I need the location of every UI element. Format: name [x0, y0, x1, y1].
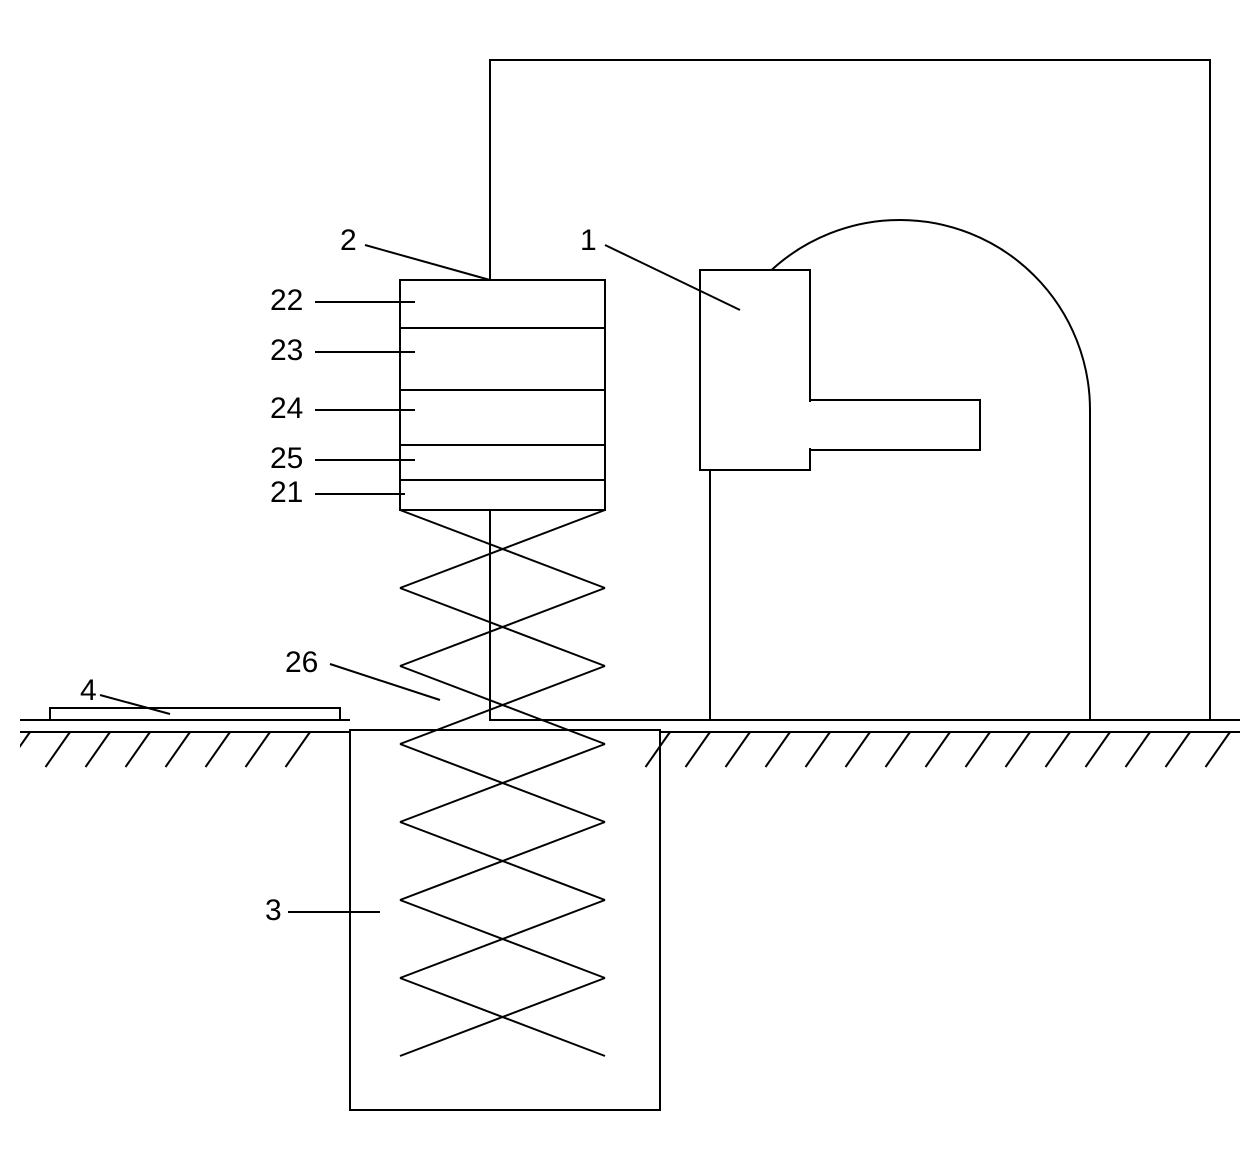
- svg-text:3: 3: [265, 894, 282, 927]
- svg-text:1: 1: [580, 224, 597, 257]
- svg-text:22: 22: [270, 284, 303, 317]
- svg-text:25: 25: [270, 442, 303, 475]
- svg-text:4: 4: [80, 674, 97, 707]
- svg-text:24: 24: [270, 392, 303, 425]
- svg-text:26: 26: [285, 646, 318, 679]
- technical-diagram: 2122232425212643: [20, 20, 1240, 1142]
- svg-text:21: 21: [270, 476, 303, 509]
- svg-text:23: 23: [270, 334, 303, 367]
- svg-text:2: 2: [340, 224, 357, 257]
